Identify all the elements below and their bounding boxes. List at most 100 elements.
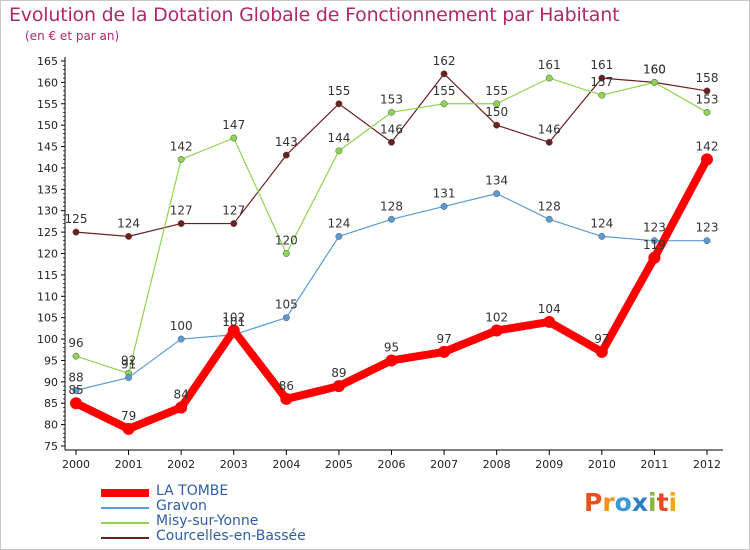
- logo-letter: i: [668, 488, 678, 517]
- data-point-courcelles-en-bassee-2000: [72, 228, 80, 236]
- data-label-misy-sur-yonne-2005: 144: [327, 131, 350, 145]
- data-point-la-tombe-2012: [701, 153, 713, 166]
- data-point-la-tombe-2003: [227, 324, 240, 337]
- data-label-la-tombe-2000: 85: [68, 383, 83, 397]
- x-tick-label-2007: 2007: [430, 458, 458, 471]
- data-label-la-tombe-2001: 79: [121, 409, 136, 423]
- data-label-gravon-2005: 124: [327, 216, 350, 230]
- logo-letter: i: [648, 488, 657, 517]
- data-label-la-tombe-2011: 119: [643, 238, 666, 252]
- data-point-misy-sur-yonne-2002: [177, 155, 185, 163]
- legend-label-gravon: Gravon: [156, 498, 207, 514]
- data-label-misy-sur-yonne-2009: 161: [538, 58, 561, 72]
- data-point-gravon-2010: [598, 232, 606, 240]
- x-tick-label-2011: 2011: [640, 458, 668, 471]
- data-point-courcelles-en-bassee-2002: [177, 220, 185, 228]
- data-label-la-tombe-2007: 97: [436, 332, 451, 346]
- x-tick-label-2000: 2000: [62, 458, 90, 471]
- data-label-gravon-2011: 123: [643, 221, 666, 235]
- data-point-misy-sur-yonne-2000: [72, 352, 80, 360]
- data-label-la-tombe-2009: 104: [538, 302, 561, 316]
- data-label-gravon-2006: 128: [380, 199, 403, 213]
- data-point-misy-sur-yonne-2004: [282, 250, 290, 257]
- logo-letter: r: [602, 488, 615, 517]
- data-label-gravon-2009: 128: [538, 199, 561, 213]
- data-point-gravon-2008: [493, 190, 501, 198]
- data-point-misy-sur-yonne-2006: [388, 108, 395, 116]
- data-label-la-tombe-2005: 89: [331, 366, 346, 380]
- data-label-misy-sur-yonne-2004: 120: [275, 234, 298, 248]
- data-label-la-tombe-2006: 95: [384, 340, 399, 354]
- data-point-misy-sur-yonne-2012: [703, 108, 711, 116]
- legend-swatch-la-tombe: [101, 489, 149, 497]
- data-point-gravon-2009: [545, 215, 553, 223]
- y-tick-label-165: 165: [37, 55, 58, 68]
- data-point-la-tombe-2007: [438, 345, 451, 358]
- data-label-la-tombe-2008: 102: [485, 311, 508, 325]
- data-point-la-tombe-2008: [490, 324, 503, 337]
- data-label-courcelles-en-bassee-2004: 143: [275, 135, 298, 149]
- data-label-misy-sur-yonne-2001: 92: [121, 353, 136, 367]
- data-point-courcelles-en-bassee-2007: [440, 70, 448, 78]
- x-tick-label-2002: 2002: [167, 458, 195, 471]
- data-point-gravon-2012: [703, 237, 711, 245]
- legend-label-misy-sur-yonne: Misy-sur-Yonne: [156, 513, 259, 529]
- data-label-gravon-2007: 131: [433, 186, 456, 200]
- data-point-misy-sur-yonne-2009: [545, 74, 553, 82]
- y-tick-label-130: 130: [37, 205, 58, 218]
- data-label-la-tombe-2010: 97: [594, 332, 609, 346]
- data-label-gravon-2000: 88: [68, 370, 83, 384]
- logo-letter: P: [584, 488, 603, 517]
- data-label-la-tombe-2012: 142: [696, 139, 719, 153]
- data-point-misy-sur-yonne-2008: [493, 100, 501, 108]
- data-point-gravon-2011: [650, 237, 658, 245]
- data-label-gravon-2010: 124: [590, 216, 613, 230]
- y-tick-label-115: 115: [37, 269, 58, 282]
- logo-letter: o: [614, 488, 632, 517]
- data-label-la-tombe-2002: 84: [174, 388, 189, 402]
- legend-swatch-misy-sur-yonne: [101, 522, 149, 524]
- data-label-misy-sur-yonne-2000: 96: [68, 336, 83, 350]
- data-label-courcelles-en-bassee-2012: 158: [696, 71, 719, 85]
- data-label-misy-sur-yonne-2006: 153: [380, 92, 403, 106]
- logo-letter: t: [656, 488, 669, 517]
- y-tick-label-145: 145: [37, 141, 58, 154]
- data-point-gravon-2006: [388, 215, 395, 223]
- y-tick-label-125: 125: [37, 226, 58, 239]
- data-label-gravon-2012: 123: [696, 221, 719, 235]
- proxiti-logo[interactable]: Proxiti: [584, 488, 677, 517]
- data-point-gravon-2005: [335, 232, 343, 240]
- data-label-misy-sur-yonne-2010: 157: [590, 75, 613, 89]
- x-tick-label-2009: 2009: [535, 458, 563, 471]
- y-tick-label-90: 90: [44, 376, 58, 389]
- y-tick-label-80: 80: [44, 419, 58, 432]
- data-label-courcelles-en-bassee-2010: 161: [590, 58, 613, 72]
- legend-label-la-tombe: LA TOMBE: [156, 483, 229, 499]
- y-tick-label-110: 110: [37, 290, 58, 303]
- data-point-misy-sur-yonne-2011: [650, 78, 658, 86]
- data-label-misy-sur-yonne-2007: 155: [433, 84, 456, 98]
- legend-swatch-gravon: [101, 507, 149, 509]
- x-tick-label-2008: 2008: [483, 458, 511, 471]
- legend-swatch-courcelles-en-bassee: [101, 537, 149, 539]
- data-label-courcelles-en-bassee-2011: 160: [643, 62, 666, 76]
- x-tick-label-2004: 2004: [272, 458, 300, 471]
- data-point-courcelles-en-bassee-2010: [598, 74, 606, 82]
- data-point-courcelles-en-bassee-2009: [545, 138, 553, 146]
- x-tick-label-2012: 2012: [693, 458, 721, 471]
- data-point-la-tombe-2001: [122, 422, 135, 435]
- data-label-courcelles-en-bassee-2008: 150: [485, 105, 508, 119]
- x-tick-label-2006: 2006: [378, 458, 406, 471]
- data-label-misy-sur-yonne-2012: 153: [696, 92, 719, 106]
- y-tick-label-135: 135: [37, 183, 58, 196]
- x-tick-label-2010: 2010: [588, 458, 616, 471]
- data-point-la-tombe-2009: [543, 315, 556, 328]
- data-point-la-tombe-2005: [332, 380, 345, 393]
- x-tick-label-2001: 2001: [115, 458, 143, 471]
- data-label-gravon-2004: 105: [275, 298, 298, 312]
- data-label-courcelles-en-bassee-2002: 127: [170, 204, 193, 218]
- data-point-courcelles-en-bassee-2005: [335, 100, 343, 108]
- data-point-la-tombe-2002: [175, 401, 188, 414]
